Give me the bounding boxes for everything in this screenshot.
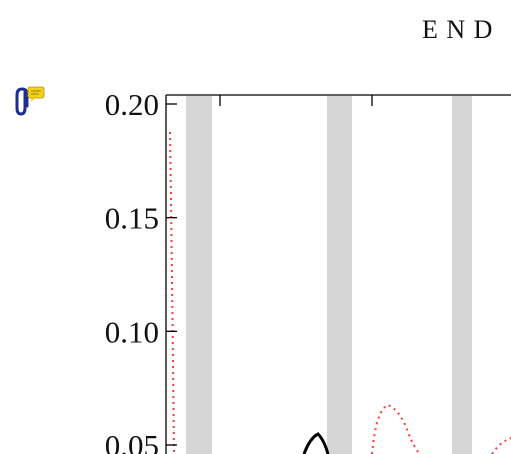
series-dotted-red-bump	[371, 403, 421, 454]
series-layer	[169, 131, 511, 454]
comment-note-tail	[30, 98, 36, 102]
y-tick-label: 0.10	[105, 314, 159, 349]
paperclip-comment-icon[interactable]	[15, 86, 45, 116]
y-ticks: 0.20 0.15 0.10 0.05	[105, 87, 177, 454]
shaded-bands	[186, 96, 472, 454]
shaded-band	[327, 96, 352, 454]
series-dotted-red-right	[491, 437, 511, 454]
paperclip-icon	[15, 87, 29, 116]
shaded-band	[186, 96, 212, 454]
y-tick-label: 0.15	[105, 201, 159, 236]
shaded-band	[452, 96, 472, 454]
axes	[165, 94, 511, 454]
series-dotted-red-left	[169, 131, 175, 454]
y-tick-label: 0.05	[105, 428, 159, 454]
series-solid-black-peak	[302, 432, 330, 454]
y-tick-label: 0.20	[105, 87, 159, 122]
comment-note-icon	[27, 86, 45, 99]
header-label: E N D	[422, 15, 493, 44]
